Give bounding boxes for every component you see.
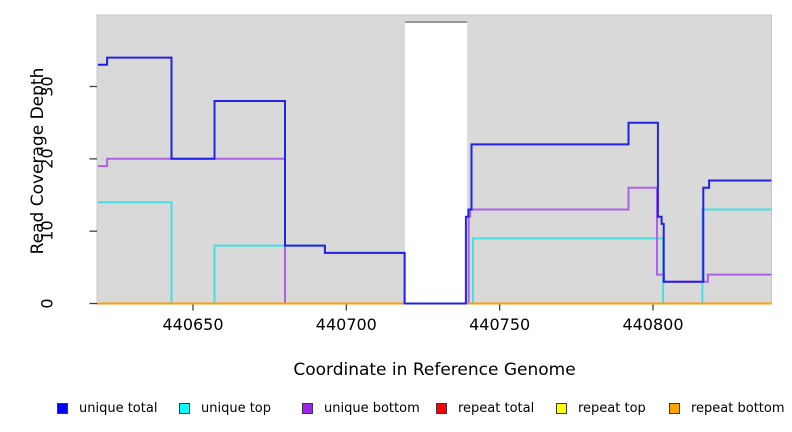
legend-item-label: unique bottom <box>324 400 420 416</box>
legend-swatch-icon <box>669 402 680 414</box>
legend-item-unique-top: unique top <box>179 399 271 417</box>
x-tick-label: 440750 <box>469 315 531 334</box>
series-unique-total-line <box>97 56 772 305</box>
legend-swatch-icon <box>179 402 190 414</box>
x-tick-label: 440700 <box>315 315 377 334</box>
x-tick-label: 440650 <box>162 315 224 334</box>
legend-item-repeat-bottom: repeat bottom <box>669 399 785 417</box>
masked-region <box>404 23 468 304</box>
legend-item-repeat-total: repeat total <box>436 399 534 417</box>
y-tick-label: 20 <box>37 148 57 169</box>
y-tick-label: 30 <box>37 75 57 97</box>
legend-swatch-icon <box>436 402 447 414</box>
legend-swatch-icon <box>57 402 68 414</box>
legend-item-label: unique total <box>79 400 158 416</box>
x-tick-label: 440800 <box>622 315 684 334</box>
y-tick-label: 10 <box>37 220 57 241</box>
legend-swatch-icon <box>556 402 567 414</box>
legend-swatch-icon <box>302 402 313 414</box>
legend-item-repeat-top: repeat top <box>556 399 646 417</box>
legend-item-label: repeat total <box>458 400 535 416</box>
y-tick-label: 0 <box>37 297 57 309</box>
legend-item-label: unique top <box>201 400 272 416</box>
masked-region-cap <box>404 21 468 23</box>
legend-item-label: repeat top <box>578 400 646 416</box>
legend-item-unique-bottom: unique bottom <box>302 399 420 417</box>
legend-item-label: repeat bottom <box>691 400 785 416</box>
legend-item-unique-total: unique total <box>57 399 157 417</box>
x-axis-title: Coordinate in Reference Genome <box>293 360 576 380</box>
